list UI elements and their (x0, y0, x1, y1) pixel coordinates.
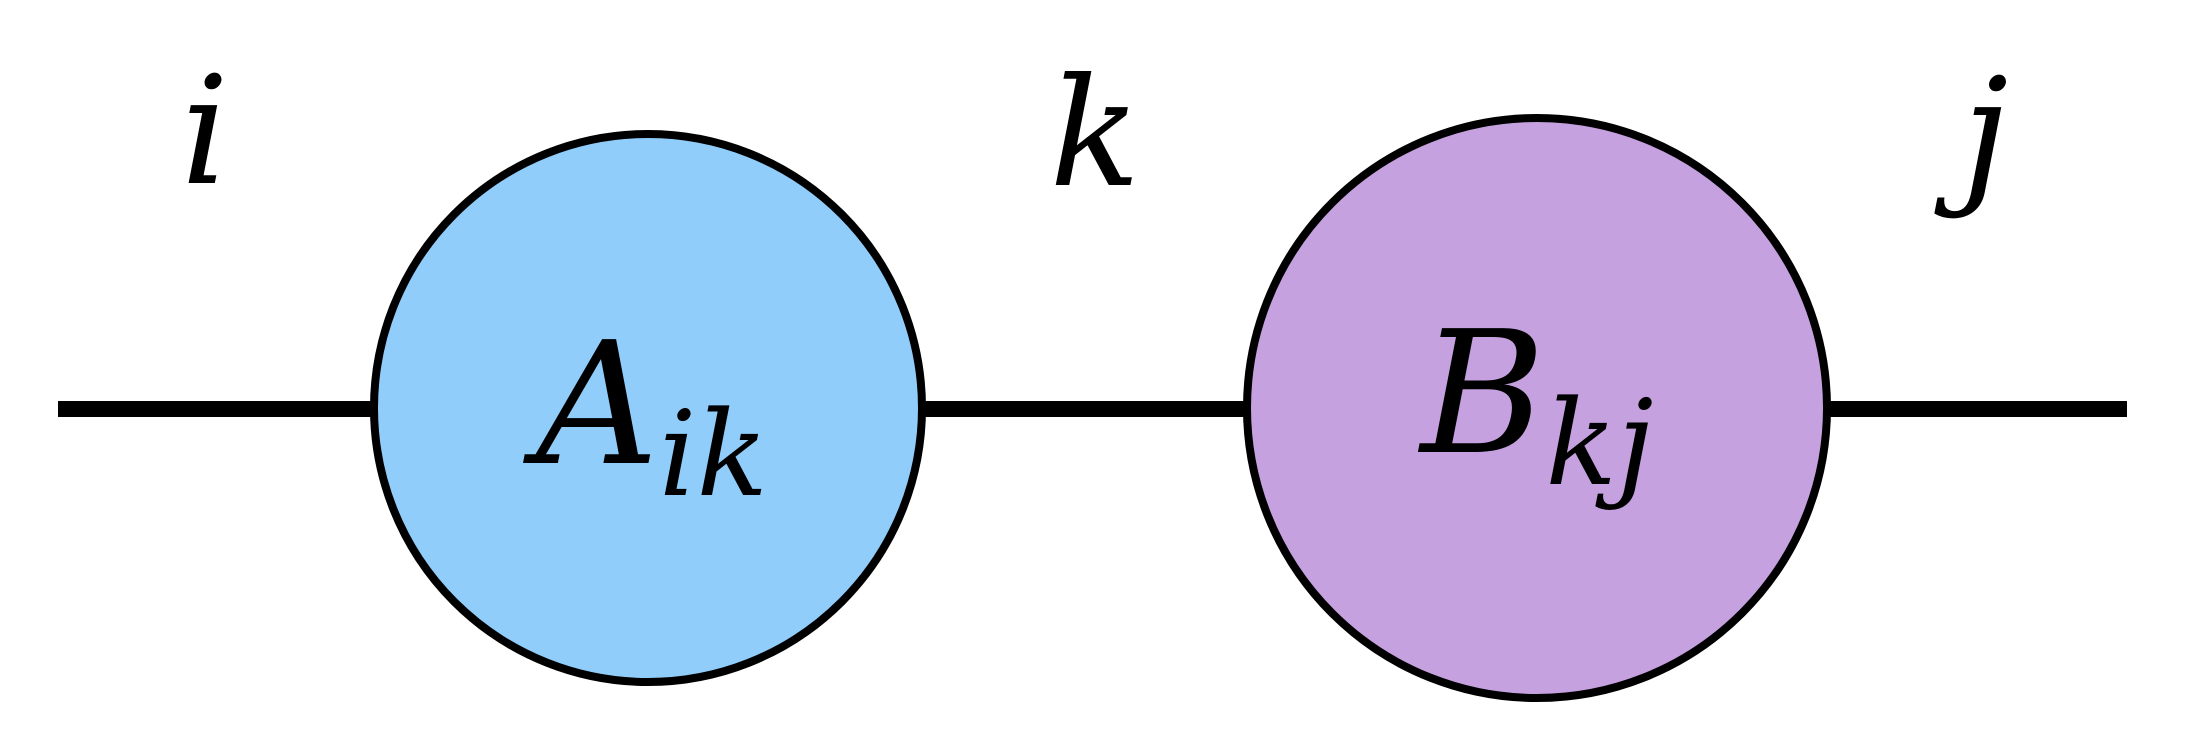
tensor-a-label: Aik (523, 306, 768, 523)
edge-i-label: i (181, 45, 229, 219)
tensor-b-base: B (1417, 295, 1545, 493)
tensor-a-node (370, 130, 926, 686)
tensor-b-node (1243, 114, 1831, 702)
tensor-b-subscript: kj (1545, 374, 1653, 512)
tensor-a-base: A (523, 306, 659, 504)
tensor-b-label: Bkj (1417, 295, 1653, 512)
edge-j-label: j (1934, 47, 2009, 221)
tensor-a-subscript: ik (659, 385, 768, 523)
edge-k-label: k (1050, 47, 1141, 221)
